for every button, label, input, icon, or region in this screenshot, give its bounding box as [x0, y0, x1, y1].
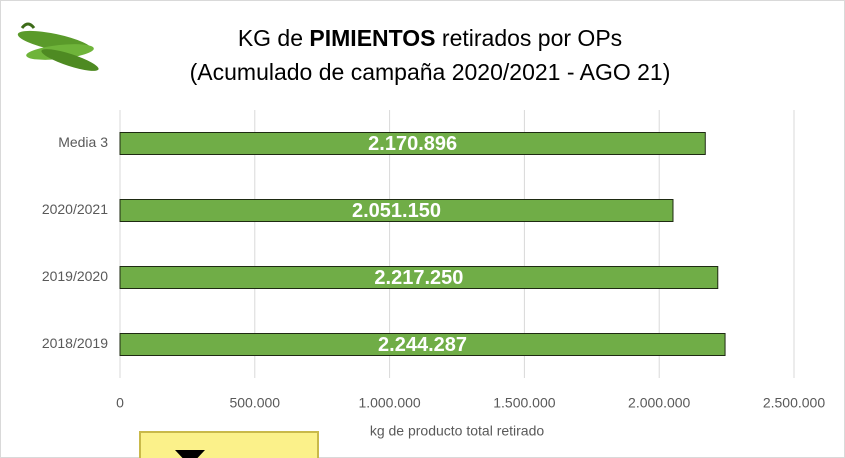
- data-label: 2.170.896: [368, 133, 457, 155]
- x-tick-label: 0: [116, 395, 124, 411]
- x-tick-label: 1.000.000: [358, 395, 420, 411]
- title-part: retirados por OPs: [436, 25, 623, 51]
- x-axis-label: kg de producto total retirado: [370, 423, 545, 439]
- data-label: 2.217.250: [374, 267, 463, 289]
- chart-subtitle: (Acumulado de campaña 2020/2021 - AGO 21…: [190, 59, 671, 85]
- y-tick-label: Media 3: [58, 134, 108, 150]
- x-tick-label: 2.000.000: [628, 395, 690, 411]
- change-badge: [140, 432, 318, 458]
- x-tick-label: 2.500.000: [763, 395, 825, 411]
- title-part: KG de: [238, 25, 310, 51]
- x-tick-label: 500.000: [229, 395, 280, 411]
- chart: KG de PIMIENTOS retirados por OPs (Acumu…: [0, 0, 845, 458]
- y-tick-label: 2019/2020: [42, 268, 108, 284]
- y-tick-label: 2020/2021: [42, 201, 108, 217]
- data-label: 2.051.150: [352, 200, 441, 222]
- y-tick-label: 2018/2019: [42, 335, 108, 351]
- x-tick-label: 1.500.000: [493, 395, 555, 411]
- chart-title: KG de PIMIENTOS retirados por OPs: [238, 25, 622, 51]
- data-label: 2.244.287: [378, 334, 467, 356]
- title-part: PIMIENTOS: [309, 25, 435, 51]
